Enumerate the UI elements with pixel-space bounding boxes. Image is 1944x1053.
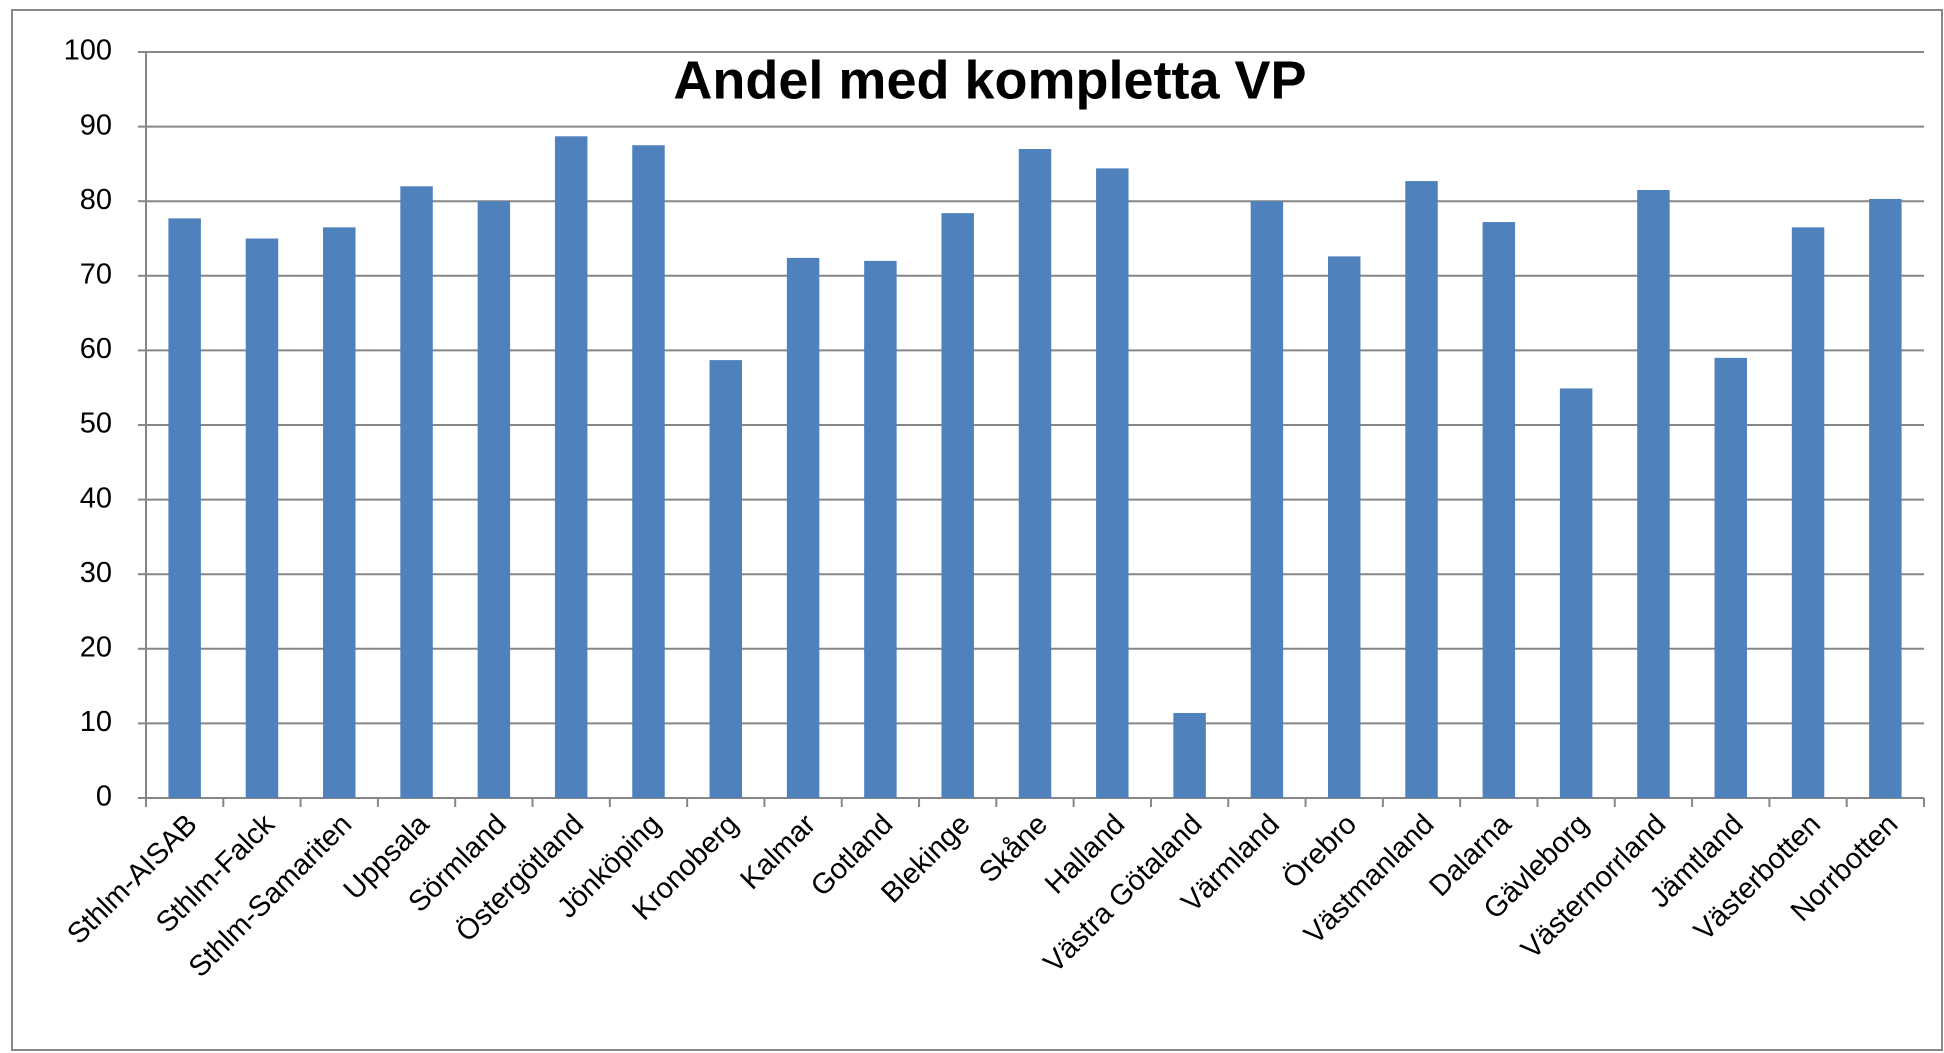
y-tick-label: 20	[80, 631, 112, 663]
bar	[1327, 256, 1361, 798]
bar	[1482, 222, 1516, 798]
bar	[1173, 712, 1206, 798]
y-tick-label: 80	[80, 184, 112, 216]
bar	[168, 218, 201, 798]
y-tick-label: 10	[80, 706, 112, 738]
bar	[1096, 168, 1129, 799]
bar	[1869, 198, 1902, 798]
y-tick-label: 60	[80, 333, 112, 365]
y-tick-label: 70	[80, 258, 112, 290]
bar	[245, 238, 279, 798]
bar	[1637, 190, 1670, 798]
y-tick-label: 90	[80, 109, 112, 141]
y-tick-label: 50	[80, 408, 112, 440]
chart-title: Andel med kompletta VP	[673, 50, 1306, 110]
y-tick-label: 0	[96, 781, 112, 813]
bar	[1559, 388, 1593, 798]
bar	[400, 186, 433, 798]
y-tick-label: 40	[80, 482, 112, 514]
y-tick-label: 30	[80, 557, 112, 589]
bar	[941, 213, 974, 799]
bar	[323, 227, 356, 798]
bar	[1018, 148, 1052, 799]
y-tick-label: 100	[64, 35, 112, 67]
bar	[709, 360, 743, 798]
bar	[554, 136, 588, 799]
bar	[1250, 201, 1284, 798]
bars	[168, 136, 1902, 799]
bar	[477, 201, 511, 798]
bar	[1405, 181, 1438, 799]
bar	[786, 257, 820, 798]
bar	[1791, 227, 1825, 798]
bar	[1714, 357, 1747, 798]
bar	[632, 145, 665, 798]
bar	[864, 260, 897, 798]
